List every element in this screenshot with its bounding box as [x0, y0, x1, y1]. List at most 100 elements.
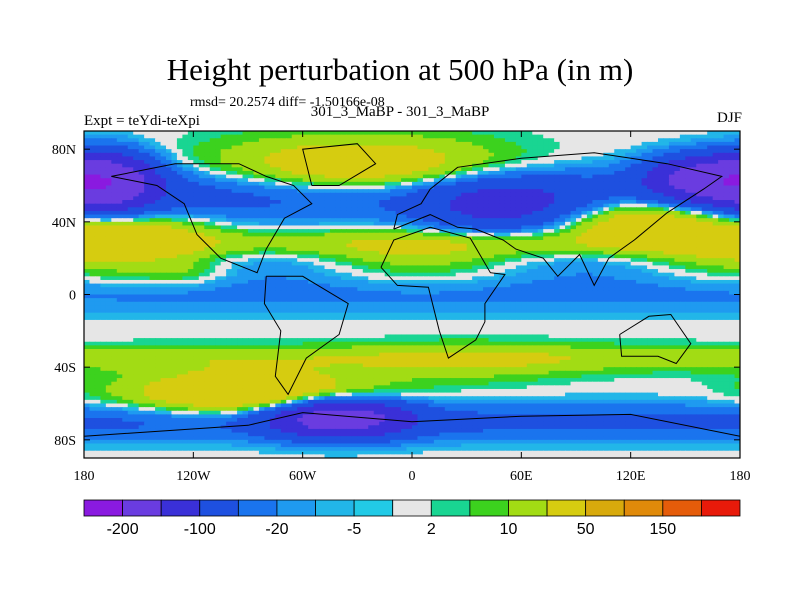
contour-cell	[488, 247, 495, 252]
contour-cell	[264, 200, 271, 205]
contour-cell	[373, 170, 380, 176]
contour-cell	[668, 149, 675, 154]
contour-cell	[220, 247, 227, 252]
contour-cell	[94, 247, 101, 252]
contour-cell	[89, 134, 96, 139]
contour-cell	[100, 269, 107, 274]
contour-cell	[368, 196, 375, 201]
contour-cell	[521, 167, 528, 172]
contour-cell	[215, 174, 222, 179]
contour-cell	[488, 207, 495, 212]
contour-cell	[461, 218, 468, 223]
contour-cell	[176, 145, 183, 150]
contour-cell	[483, 138, 490, 143]
contour-cell	[324, 265, 331, 270]
contour-cell	[160, 192, 167, 197]
contour-cell	[116, 138, 123, 143]
contour-cell	[362, 156, 369, 161]
contour-cell	[237, 131, 244, 136]
contour-cell	[570, 152, 577, 158]
contour-cell	[275, 196, 282, 201]
contour-cell	[395, 167, 402, 172]
contour-cell	[603, 272, 610, 277]
contour-cell	[647, 243, 654, 248]
contour-cell	[597, 145, 604, 150]
contour-cell	[652, 258, 659, 263]
contour-cell	[696, 189, 703, 194]
contour-cell	[100, 225, 107, 230]
contour-cell	[455, 170, 462, 176]
contour-cell	[685, 269, 692, 274]
contour-cell	[176, 221, 183, 227]
contour-cell	[193, 167, 200, 172]
contour-cell	[658, 218, 665, 223]
contour-cell	[401, 279, 408, 285]
contour-cell	[237, 181, 244, 187]
contour-cell	[625, 214, 632, 219]
contour-cell	[149, 185, 156, 190]
contour-cell	[390, 189, 397, 194]
contour-cell	[171, 192, 178, 197]
contour-cell	[570, 174, 577, 179]
contour-cell	[477, 189, 484, 194]
contour-cell	[351, 225, 358, 230]
contour-cell	[510, 178, 517, 183]
contour-cell	[149, 167, 156, 172]
contour-cell	[636, 167, 643, 172]
contour-cell	[220, 167, 227, 172]
contour-cell	[368, 276, 375, 281]
contour-cell	[171, 156, 178, 161]
contour-cell	[395, 141, 402, 147]
contour-cell	[586, 269, 593, 274]
contour-cell	[428, 160, 435, 165]
contour-cell	[641, 236, 648, 241]
contour-cell	[384, 243, 391, 248]
contour-cell	[559, 214, 566, 219]
contour-cell	[253, 236, 260, 241]
contour-cell	[636, 240, 643, 245]
contour-cell	[269, 247, 276, 252]
contour-cell	[384, 156, 391, 161]
contour-cell	[313, 149, 320, 154]
contour-cell	[488, 167, 495, 172]
contour-cell	[133, 145, 140, 150]
contour-cell	[477, 261, 484, 267]
contour-cell	[499, 229, 506, 234]
contour-cell	[515, 247, 522, 252]
contour-cell	[406, 192, 413, 197]
contour-cell	[198, 225, 205, 230]
contour-cell	[111, 160, 118, 165]
contour-cell	[324, 247, 331, 252]
contour-cell	[286, 134, 293, 139]
contour-cell	[483, 200, 490, 205]
contour-cell	[570, 232, 577, 237]
contour-cell	[335, 261, 342, 267]
contour-cell	[406, 269, 413, 274]
contour-cell	[444, 232, 451, 237]
contour-cell	[674, 134, 681, 139]
contour-cell	[537, 145, 544, 150]
contour-cell	[455, 200, 462, 205]
contour-cell	[619, 218, 626, 223]
contour-cell	[116, 149, 123, 154]
contour-cell	[204, 207, 211, 212]
contour-cell	[182, 243, 189, 248]
contour-cell	[690, 232, 697, 237]
contour-cell	[291, 196, 298, 201]
contour-cell	[548, 145, 555, 150]
contour-cell	[537, 167, 544, 172]
contour-cell	[166, 185, 173, 190]
contour-cell	[286, 218, 293, 223]
contour-cell	[116, 141, 123, 147]
contour-cell	[176, 192, 183, 197]
contour-cell	[105, 141, 112, 147]
contour-cell	[280, 170, 287, 176]
contour-cell	[685, 236, 692, 241]
contour-cell	[559, 240, 566, 245]
contour-cell	[226, 152, 233, 158]
contour-cell	[258, 185, 265, 190]
contour-cell	[723, 163, 730, 168]
contour-cell	[280, 218, 287, 223]
contour-cell	[608, 250, 615, 256]
contour-cell	[636, 152, 643, 158]
